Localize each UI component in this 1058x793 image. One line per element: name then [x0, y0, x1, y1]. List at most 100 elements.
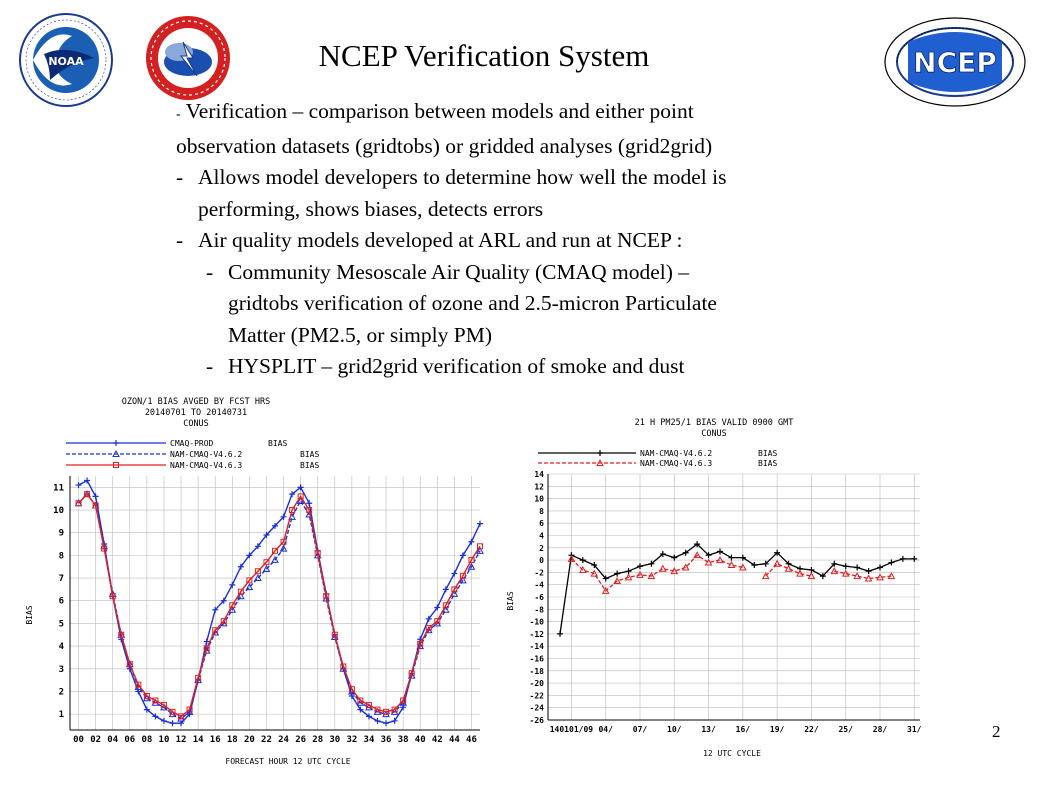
- data-point: [887, 572, 896, 580]
- data-point: [459, 576, 467, 584]
- data-point: [220, 618, 227, 625]
- data-point: [784, 564, 793, 572]
- data-point: [476, 546, 484, 554]
- data-point: [263, 531, 270, 538]
- y-tick-label: 9: [59, 529, 64, 539]
- data-point: [272, 522, 278, 529]
- x-tick-label: 32: [346, 735, 357, 745]
- data-point: [774, 549, 781, 556]
- data-point: [842, 563, 849, 570]
- data-point: [178, 713, 185, 720]
- y-tick-label: 1: [59, 710, 64, 720]
- chart-title: 20140701 TO 20140731: [145, 408, 247, 418]
- x-tick-label: 140101/09: [550, 725, 594, 734]
- legend-label: NAM-CMAQ-V4.6.2: [640, 449, 712, 458]
- bullet-line: - Air quality models developed at ARL and…: [176, 225, 876, 257]
- y-tick-label: 2: [59, 687, 64, 697]
- y-tick-label: -8: [534, 605, 544, 614]
- x-tick-label: 38: [398, 735, 409, 745]
- data-point: [459, 552, 466, 559]
- legend-tag: BIAS: [758, 449, 777, 458]
- data-point: [865, 568, 872, 575]
- data-point: [704, 558, 713, 566]
- data-point: [899, 555, 906, 562]
- y-tick-label: 5: [59, 619, 64, 629]
- data-point: [296, 496, 305, 504]
- chart-title: OZON/1 BIAS AVGED BY FCST HRS: [122, 397, 270, 407]
- data-point: [348, 686, 355, 693]
- data-point: [152, 713, 159, 720]
- data-point: [306, 507, 313, 514]
- x-tick-label: 24: [278, 735, 289, 745]
- data-point: [853, 572, 861, 580]
- bullet-text: Allows model developers to determine how…: [198, 165, 727, 189]
- x-tick-label: 04: [107, 735, 118, 745]
- data-point: [109, 593, 116, 600]
- series-line: [765, 563, 812, 577]
- x-tick-label: 08: [141, 735, 152, 745]
- data-point: [761, 572, 770, 580]
- data-point: [408, 670, 415, 677]
- bullet-dash: -: [206, 354, 214, 378]
- data-point: [477, 520, 483, 527]
- y-tick-label: 11: [53, 483, 64, 493]
- data-point: [169, 720, 176, 727]
- x-tick-label: 00: [73, 735, 84, 745]
- data-point: [819, 573, 826, 580]
- data-point: [671, 554, 678, 561]
- data-point: [477, 543, 483, 550]
- data-point: [160, 702, 167, 709]
- y-tick-label: 4: [539, 532, 544, 541]
- bullet-text: gridtobs verification of ozone and 2.5-m…: [228, 291, 717, 315]
- series-1: [75, 477, 483, 727]
- data-point: [92, 493, 99, 500]
- x-tick-label: 30: [329, 735, 340, 745]
- data-point: [425, 615, 432, 622]
- data-point: [169, 708, 176, 715]
- data-point: [450, 589, 459, 597]
- data-point: [647, 572, 656, 580]
- x-tick-label: 31/: [907, 725, 922, 734]
- data-point: [579, 557, 586, 564]
- data-point: [888, 559, 895, 566]
- y-tick-label: 8: [59, 551, 64, 561]
- noaa-logo-text: NOAA: [48, 55, 84, 68]
- data-point: [143, 706, 150, 713]
- y-tick-label: -6: [534, 593, 544, 602]
- data-point: [135, 681, 142, 688]
- data-point: [271, 555, 279, 563]
- bullet-line: - Allows model developers to determine ho…: [176, 162, 876, 194]
- legend-tag: BIAS: [300, 461, 319, 470]
- bullet-line: - HYSPLIT – grid2grid verification of smo…: [176, 351, 876, 383]
- bullet-text: Air quality models developed at ARL and …: [198, 228, 683, 252]
- data-point: [118, 631, 125, 638]
- data-point: [636, 570, 644, 578]
- bullet-list: - Verification – comparison between mode…: [176, 96, 876, 383]
- data-point: [254, 543, 261, 550]
- data-point: [831, 560, 838, 567]
- x-tick-label: 26: [295, 735, 306, 745]
- data-point: [807, 572, 816, 580]
- data-point: [84, 477, 91, 484]
- x-axis-label: FORECAST HOUR 12 UTC CYCLE: [225, 757, 350, 766]
- data-point: [400, 697, 407, 704]
- ncep-logo-text: NCEP: [913, 46, 997, 79]
- data-point: [331, 631, 338, 638]
- y-axis-label: BIAS: [506, 591, 515, 610]
- data-point: [716, 556, 724, 564]
- page-number: 2: [992, 722, 1001, 741]
- data-point: [670, 567, 679, 575]
- data-point: [279, 544, 288, 552]
- y-tick-label: -4: [534, 581, 544, 590]
- bullet-dash: -: [176, 107, 181, 122]
- data-point: [596, 458, 604, 466]
- x-tick-label: 22/: [804, 725, 819, 734]
- x-tick-label: 02: [90, 735, 101, 745]
- data-point: [727, 560, 736, 569]
- data-point: [614, 570, 621, 577]
- data-point: [340, 663, 347, 670]
- data-point: [101, 545, 108, 552]
- data-point: [297, 493, 304, 500]
- x-tick-label: 04/: [598, 725, 613, 734]
